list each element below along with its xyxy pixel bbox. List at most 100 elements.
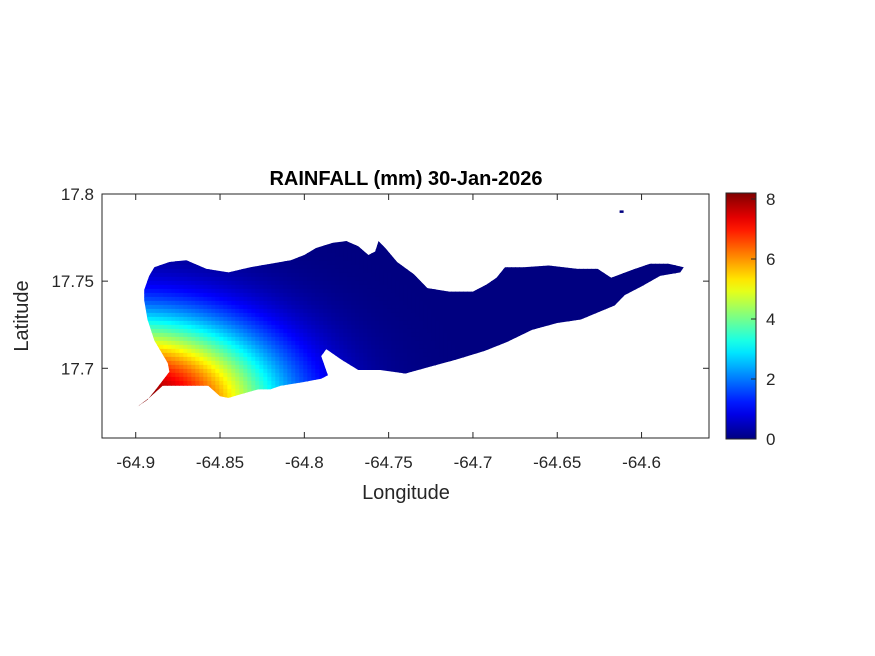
field-cell (287, 296, 292, 302)
field-cell (467, 344, 472, 350)
field-cell (315, 256, 320, 262)
field-cell (291, 348, 296, 354)
field-cell (527, 320, 532, 326)
field-cell (187, 356, 192, 362)
field-cell (315, 356, 320, 362)
field-cell (455, 296, 460, 302)
field-cell (239, 276, 244, 282)
field-cell (403, 316, 408, 322)
field-cell (643, 272, 648, 278)
field-cell (299, 292, 304, 298)
field-cell (431, 360, 436, 366)
field-cell (479, 336, 484, 342)
field-cell (159, 264, 164, 270)
field-cell (347, 348, 352, 354)
field-cell (543, 312, 548, 318)
field-cell (239, 344, 244, 350)
field-cell (611, 296, 616, 302)
field-cell (287, 360, 292, 366)
field-cell (439, 332, 444, 338)
field-cell (479, 296, 484, 302)
field-cell (383, 332, 388, 338)
field-cell (219, 304, 224, 310)
field-cell (419, 336, 424, 342)
field-cell (283, 264, 288, 270)
field-cell (511, 264, 516, 270)
field-cell (207, 316, 212, 322)
field-cell (503, 292, 508, 298)
field-cell (487, 284, 492, 290)
field-cell (615, 292, 620, 298)
field-cell (543, 280, 548, 286)
field-cell (355, 264, 360, 270)
field-cell (575, 280, 580, 286)
field-cell (159, 348, 164, 354)
field-cell (575, 284, 580, 290)
field-cell (311, 280, 316, 286)
field-cell (311, 252, 316, 258)
field-cell (411, 280, 416, 286)
field-cell (263, 312, 268, 318)
field-cell (495, 284, 500, 290)
field-cell (331, 272, 336, 278)
field-cell (359, 252, 364, 258)
field-cell (579, 276, 584, 282)
field-cell (319, 284, 324, 290)
field-cell (507, 304, 512, 310)
field-cell (271, 312, 276, 318)
field-cell (387, 268, 392, 274)
field-cell (403, 308, 408, 314)
field-cell (563, 276, 568, 282)
field-cell (511, 276, 516, 282)
field-cell (515, 268, 520, 274)
field-cell (567, 272, 572, 278)
field-cell (235, 304, 240, 310)
field-cell (471, 296, 476, 302)
field-cell (255, 340, 260, 346)
field-cell (551, 272, 556, 278)
field-cell (351, 312, 356, 318)
field-cell (171, 368, 176, 374)
field-cell (271, 288, 276, 294)
field-cell (479, 348, 484, 354)
field-cell (339, 284, 344, 290)
field-cell (363, 344, 368, 350)
field-cell (291, 300, 296, 306)
field-cell (247, 288, 252, 294)
field-cell (323, 344, 328, 350)
field-cell (499, 272, 504, 278)
field-cell (251, 324, 256, 330)
field-cell (463, 292, 468, 298)
field-cell (295, 320, 300, 326)
field-cell (415, 360, 420, 366)
field-cell (303, 364, 308, 370)
field-cell (403, 288, 408, 294)
field-cell (271, 364, 276, 370)
field-cell (615, 296, 620, 302)
field-cell (611, 288, 616, 294)
field-cell (347, 316, 352, 322)
field-cell (315, 332, 320, 338)
field-cell (179, 324, 184, 330)
field-cell (383, 312, 388, 318)
field-cell (335, 336, 340, 342)
field-cell (191, 348, 196, 354)
field-cell (179, 320, 184, 326)
field-cell (383, 260, 388, 266)
field-cell (523, 316, 528, 322)
field-cell (471, 300, 476, 306)
field-cell (359, 312, 364, 318)
field-cell (339, 328, 344, 334)
field-cell (175, 284, 180, 290)
field-cell (255, 364, 260, 370)
field-cell (403, 340, 408, 346)
field-cell (447, 328, 452, 334)
field-cell (311, 288, 316, 294)
field-cell (199, 312, 204, 318)
field-cell (323, 316, 328, 322)
field-cell (279, 276, 284, 282)
field-cell (195, 368, 200, 374)
field-cell (243, 364, 248, 370)
field-cell (599, 292, 604, 298)
field-cell (171, 272, 176, 278)
